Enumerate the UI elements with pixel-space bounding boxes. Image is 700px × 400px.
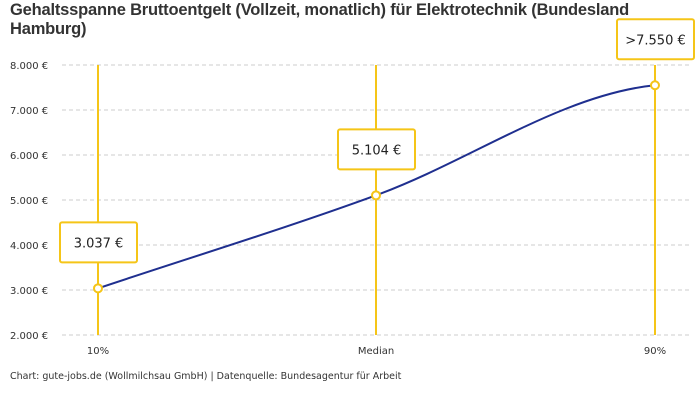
- x-tick-label: Median: [358, 346, 394, 357]
- data-label: 3.037 €: [74, 236, 124, 251]
- y-tick-label: 3.000 €: [10, 286, 48, 297]
- y-tick-label: 4.000 €: [10, 241, 48, 252]
- chart-title: Gehaltsspanne Bruttoentgelt (Vollzeit, m…: [10, 1, 630, 38]
- y-tick-label: 8.000 €: [10, 61, 48, 72]
- data-label-box: [337, 128, 416, 171]
- y-tick-label: 2.000 €: [10, 331, 48, 342]
- data-point: [93, 283, 103, 294]
- y-tick-label: 5.000 €: [10, 196, 48, 207]
- x-tick-label: 90%: [644, 346, 666, 357]
- y-tick-label: 6.000 €: [10, 151, 48, 162]
- data-label-box: [616, 18, 695, 61]
- chart-credit: Chart: gute-jobs.de (Wollmilchsau GmbH) …: [10, 371, 402, 382]
- data-label: 5.104 €: [352, 143, 402, 158]
- data-label-box: [59, 221, 138, 264]
- x-tick-label: 10%: [87, 346, 109, 357]
- data-point: [371, 190, 381, 201]
- y-tick-label: 7.000 €: [10, 106, 48, 117]
- data-label: >7.550 €: [625, 33, 686, 48]
- data-point: [650, 80, 660, 91]
